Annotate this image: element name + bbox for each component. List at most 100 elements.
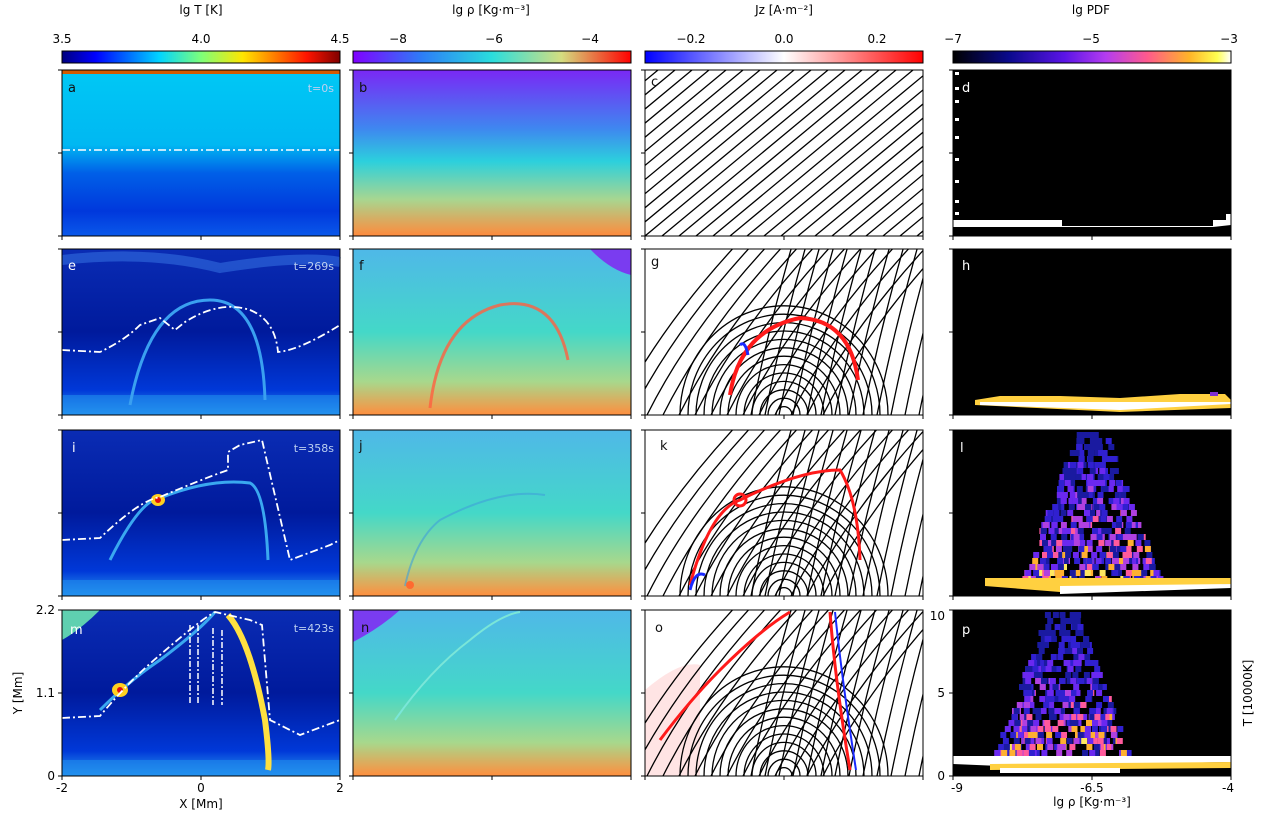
pdf-cell [1039,558,1046,564]
pdf-cell [1033,564,1040,570]
pdf-cell [1063,462,1070,468]
y-tick-label: 2.2 [36,603,55,617]
field-line [687,313,881,415]
pdf-cell [1065,690,1071,696]
pdf-cell [1033,552,1040,558]
field-line [694,430,814,596]
field-line [662,610,782,776]
field-line [662,430,782,596]
pdf-cell [1064,648,1071,654]
field-line [758,249,878,415]
pdf-cell [1092,678,1099,684]
pdf-cell [1097,498,1104,504]
pdf-cell [1074,642,1081,648]
pdf-cell [1062,540,1069,546]
pdf-cell [1079,564,1086,570]
field-line [904,330,923,415]
field-line [814,145,923,236]
pdf-cell [1094,714,1101,720]
pdf-cell [1072,648,1079,654]
pdf-cell [1105,744,1112,750]
pdf-cell [1092,438,1099,444]
pdf-cell [1110,456,1117,462]
axis-ticks [58,69,1232,780]
pdf-cell [1115,522,1122,528]
pdf-cell [1029,744,1036,750]
pdf-cell [1083,432,1090,438]
pdf-cell [1056,498,1063,504]
pdf-cell [1057,744,1064,750]
field-line [645,430,734,545]
time-label: t=0s [308,82,335,95]
pdf-cell [1081,738,1088,744]
pdf-cell [1064,474,1070,480]
pdf-cell [1070,636,1077,642]
pdf-cell [1111,558,1118,564]
field-line [687,494,881,596]
colorbar-gradient [352,50,632,64]
pdf-cell [1086,546,1093,552]
panel-label: k [660,439,668,454]
pdf-cell [1058,696,1065,702]
pdf-cell [1120,510,1127,516]
field-line [774,249,894,415]
pdf-y-tick-label: 5 [937,686,945,700]
field-line [727,536,841,596]
pdf-cell [1046,738,1053,744]
pdf-cell [1037,732,1044,738]
pdf-cell [1101,738,1107,744]
panel-l: l [952,429,1232,597]
field-line [790,430,910,596]
pdf-cell [1033,570,1040,576]
field-line [645,610,750,752]
pdf-cell [1061,492,1068,498]
field-line [712,70,914,236]
panel-label: b [359,81,367,96]
pdf-cell [1120,564,1127,570]
pdf-cell [1005,750,1012,756]
pdf-cell [1025,678,1032,684]
pdf-cell [1002,738,1009,744]
pdf-cell [1094,450,1101,456]
pdf-cell [1073,534,1080,540]
pdf-cell [1113,540,1120,546]
panel-f: f [352,248,632,416]
field-line [694,249,814,415]
pdf-cell [1086,492,1093,498]
pdf-cell [1107,702,1114,708]
pdf-cell [1083,636,1089,642]
pdf-cell [1069,720,1076,726]
field-line [876,430,918,596]
pdf-cell [1108,444,1115,450]
colorbar-tick: 4.5 [330,32,349,46]
pdf-cell [1043,558,1050,564]
pdf-cell [1052,504,1059,510]
pdf-cell [1042,540,1048,546]
panel-n: n [352,609,632,777]
pdf-cell [1060,522,1067,528]
pdf-cell [1120,750,1127,756]
pdf-cell [1043,564,1050,570]
field-line [764,610,806,776]
pdf-cell [1116,570,1122,576]
field-line [711,519,857,596]
pdf-cell [1060,498,1067,504]
pdf-cell [1059,714,1066,720]
pdf-cell [1060,618,1067,624]
pdf-cell [1013,738,1020,744]
pdf-cell [1077,528,1084,534]
pdf-cell [1117,486,1124,492]
pdf-cell [1094,666,1101,672]
pdf-cell [1108,474,1115,480]
pdf-cell [1072,516,1079,522]
pdf-cell [1024,732,1030,738]
pdf-cell [1010,732,1017,738]
pdf-cell [1054,624,1061,630]
pdf-cell [1054,708,1061,714]
pdf-cell [1014,744,1021,750]
pdf-cell [1120,546,1127,552]
colorbar-tick: −6 [485,32,503,46]
field-line [890,636,923,776]
pdf-cell [1075,630,1082,636]
pdf-x-tick-label: -6.5 [1080,781,1103,795]
